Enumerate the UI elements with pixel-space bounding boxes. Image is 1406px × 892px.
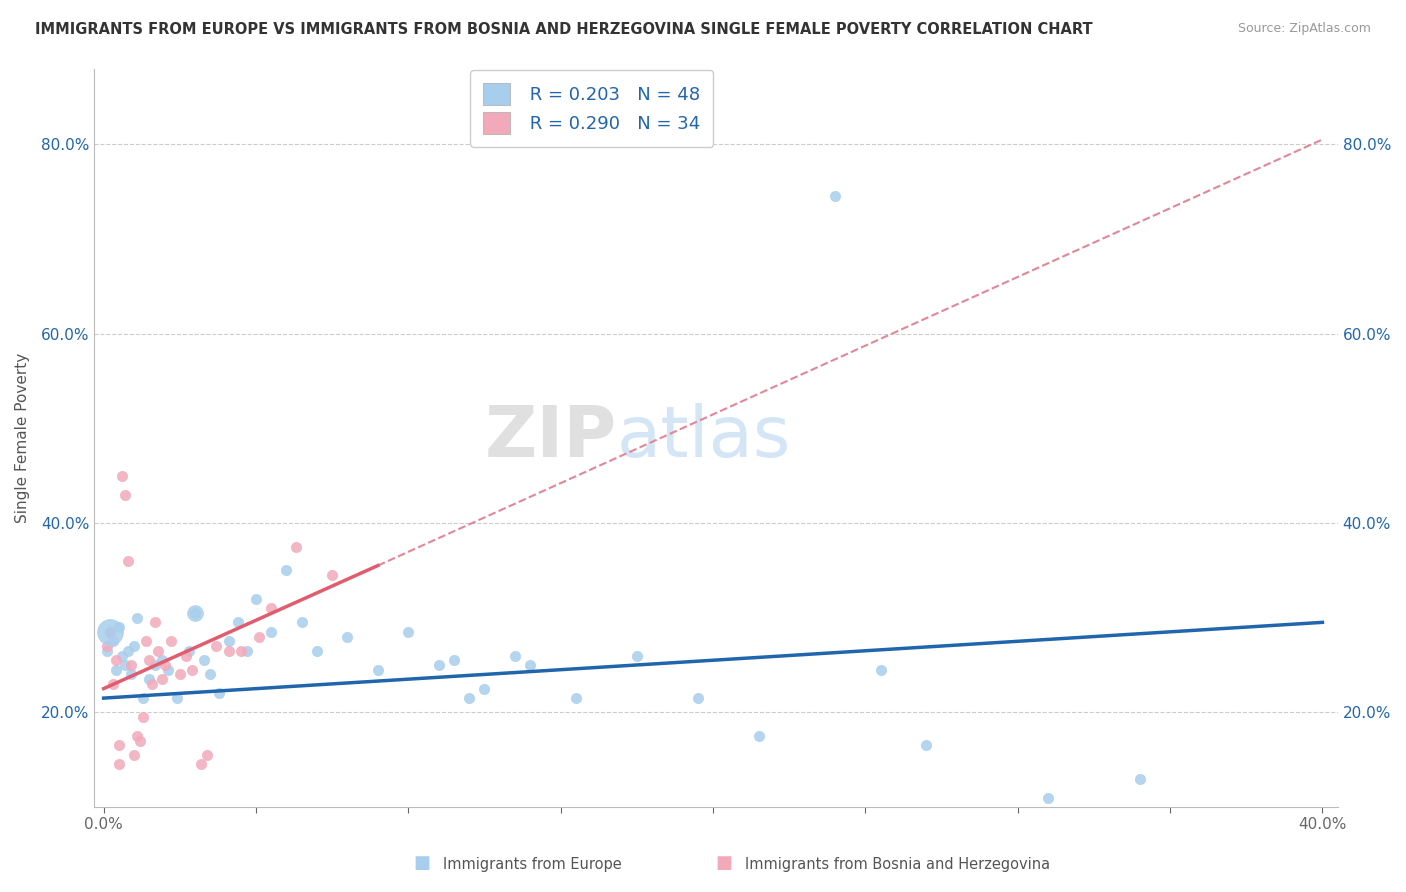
Point	[367, 663, 389, 677]
Y-axis label: Single Female Poverty: Single Female Poverty	[15, 352, 30, 523]
Point	[184, 606, 207, 620]
Point	[443, 653, 465, 667]
Point	[291, 615, 314, 630]
Point	[177, 644, 200, 658]
Point	[200, 667, 222, 681]
Point	[120, 657, 142, 672]
Point	[117, 644, 139, 658]
Point	[111, 468, 134, 483]
Point	[284, 540, 307, 554]
Point	[1129, 772, 1152, 786]
Text: Source: ZipAtlas.com: Source: ZipAtlas.com	[1237, 22, 1371, 36]
Point	[427, 657, 450, 672]
Point	[104, 653, 127, 667]
Point	[96, 639, 118, 653]
Point	[218, 634, 240, 648]
Point	[138, 653, 160, 667]
Point	[260, 624, 283, 639]
Point	[122, 747, 145, 762]
Point	[141, 677, 163, 691]
Point	[138, 672, 160, 686]
Text: ■: ■	[413, 855, 430, 872]
Point	[247, 630, 270, 644]
Point	[108, 757, 131, 772]
Point	[114, 487, 136, 501]
Point	[132, 691, 155, 706]
Point	[824, 189, 846, 203]
Point	[135, 634, 157, 648]
Point	[276, 563, 298, 577]
Point	[98, 624, 121, 639]
Point	[748, 729, 770, 743]
Text: Immigrants from Europe: Immigrants from Europe	[443, 857, 621, 872]
Point	[153, 657, 176, 672]
Point	[120, 667, 142, 681]
Point	[101, 677, 124, 691]
Point	[336, 630, 359, 644]
Point	[458, 691, 481, 706]
Point	[98, 624, 121, 639]
Point	[1038, 790, 1060, 805]
Point	[159, 634, 181, 648]
Point	[169, 667, 191, 681]
Point	[260, 601, 283, 615]
Point	[98, 624, 121, 639]
Point	[132, 710, 155, 724]
Point	[321, 568, 343, 582]
Legend:  R = 0.203   N = 48,  R = 0.290   N = 34: R = 0.203 N = 48, R = 0.290 N = 34	[470, 70, 713, 146]
Point	[305, 644, 328, 658]
Point	[174, 648, 197, 663]
Point	[96, 644, 118, 658]
Point	[226, 615, 249, 630]
Point	[195, 747, 218, 762]
Text: atlas: atlas	[617, 403, 792, 472]
Point	[686, 691, 709, 706]
Point	[193, 653, 215, 667]
Point	[127, 610, 149, 624]
Point	[122, 639, 145, 653]
Point	[869, 663, 891, 677]
Point	[184, 606, 207, 620]
Point	[503, 648, 526, 663]
Point	[205, 639, 228, 653]
Point	[104, 663, 127, 677]
Point	[181, 663, 204, 677]
Text: Immigrants from Bosnia and Herzegovina: Immigrants from Bosnia and Herzegovina	[745, 857, 1050, 872]
Point	[150, 653, 173, 667]
Text: IMMIGRANTS FROM EUROPE VS IMMIGRANTS FROM BOSNIA AND HERZEGOVINA SINGLE FEMALE P: IMMIGRANTS FROM EUROPE VS IMMIGRANTS FRO…	[35, 22, 1092, 37]
Point	[145, 615, 167, 630]
Point	[129, 733, 152, 747]
Point	[245, 591, 267, 606]
Point	[229, 644, 252, 658]
Point	[148, 644, 170, 658]
Point	[474, 681, 496, 696]
Text: ZIP: ZIP	[484, 403, 617, 472]
Point	[626, 648, 648, 663]
Point	[108, 739, 131, 753]
Point	[114, 657, 136, 672]
Point	[156, 663, 179, 677]
Point	[150, 672, 173, 686]
Point	[218, 644, 240, 658]
Point	[208, 686, 231, 700]
Point	[236, 644, 259, 658]
Point	[101, 634, 124, 648]
Point	[190, 757, 212, 772]
Point	[915, 739, 938, 753]
Point	[166, 691, 188, 706]
Text: ■: ■	[716, 855, 733, 872]
Point	[117, 554, 139, 568]
Point	[519, 657, 541, 672]
Point	[127, 729, 149, 743]
Point	[565, 691, 588, 706]
Point	[396, 624, 419, 639]
Point	[111, 648, 134, 663]
Point	[108, 620, 131, 634]
Point	[145, 657, 167, 672]
